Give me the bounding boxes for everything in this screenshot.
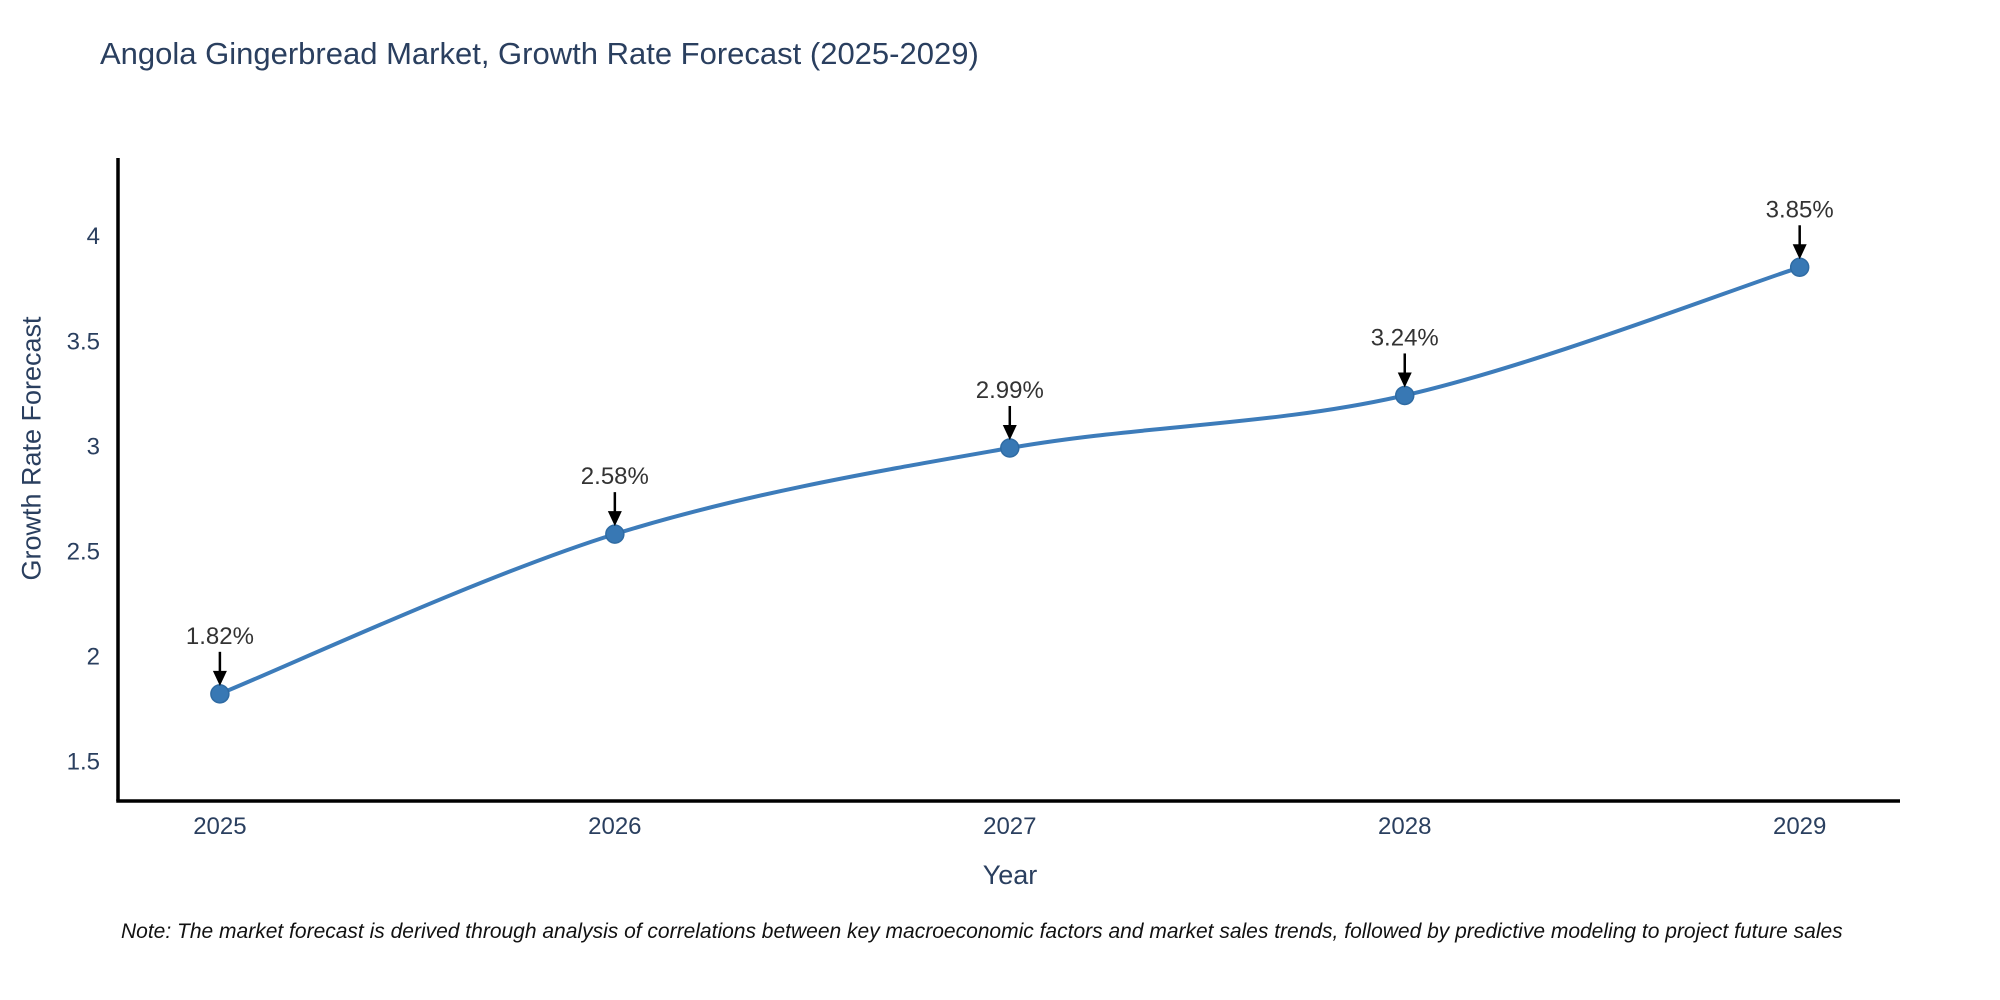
data-point-2026[interactable] <box>605 524 625 544</box>
x-tick-label: 2027 <box>983 813 1036 840</box>
x-axis-tick-labels: 2025 2026 2027 2028 2029 <box>193 813 1826 840</box>
x-tick-label: 2029 <box>1773 813 1826 840</box>
y-tick-label: 4 <box>87 223 100 250</box>
point-annotations: 1.82% 2.58% 2.99% 3.24% 3.85% <box>186 196 1834 686</box>
annotation-arrowhead-icon <box>1002 424 1017 440</box>
x-axis-title: Year <box>982 860 1038 890</box>
data-point-2029[interactable] <box>1789 257 1810 278</box>
y-tick-label: 3 <box>87 433 100 460</box>
x-tick-label: 2025 <box>193 813 246 840</box>
data-point-2028[interactable] <box>1394 385 1415 406</box>
annotation-arrowhead-icon <box>1792 244 1807 260</box>
line-series <box>210 257 1810 704</box>
point-value-label: 2.99% <box>976 377 1044 404</box>
point-value-label: 3.85% <box>1766 196 1834 223</box>
y-tick-label: 2.5 <box>67 538 100 565</box>
y-axis-tick-labels: 1.5 2 2.5 3 3.5 4 <box>67 223 100 775</box>
annotation-arrowhead-icon <box>1397 372 1412 388</box>
y-tick-label: 3.5 <box>67 328 100 355</box>
x-tick-label: 2026 <box>588 813 641 840</box>
chart-title: Angola Gingerbread Market, Growth Rate F… <box>100 36 979 71</box>
series-line-path <box>217 265 1802 696</box>
point-value-label: 3.24% <box>1371 324 1439 351</box>
footnote-text: Note: The market forecast is derived thr… <box>121 920 1843 943</box>
x-tick-label: 2028 <box>1378 813 1431 840</box>
point-value-label: 2.58% <box>581 463 649 490</box>
y-tick-label: 1.5 <box>67 749 100 776</box>
point-value-label: 1.82% <box>186 623 254 650</box>
annotation-arrowhead-icon <box>607 511 622 527</box>
data-point-2025[interactable] <box>210 684 230 704</box>
data-point-2027[interactable] <box>1000 438 1020 458</box>
annotation-arrowhead-icon <box>212 670 227 686</box>
y-tick-label: 2 <box>87 644 100 671</box>
